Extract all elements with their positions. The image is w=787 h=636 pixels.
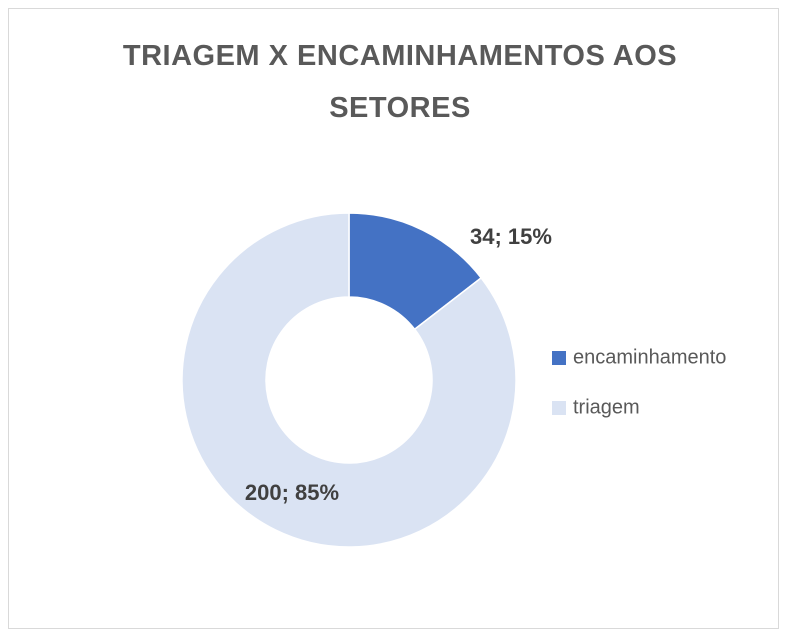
chart-title: TRIAGEM X ENCAMINHAMENTOS AOS SETORES xyxy=(122,40,678,124)
legend-label: encaminhamento xyxy=(573,346,726,368)
slice xyxy=(348,212,483,331)
legend-swatch xyxy=(552,351,566,365)
slice xyxy=(181,212,517,548)
data-label: 34; 15% xyxy=(470,224,552,249)
data-label: 200; 85% xyxy=(245,480,339,505)
legend-label: triagem xyxy=(573,396,640,418)
chart-frame xyxy=(8,8,779,629)
legend-swatch xyxy=(552,401,566,415)
